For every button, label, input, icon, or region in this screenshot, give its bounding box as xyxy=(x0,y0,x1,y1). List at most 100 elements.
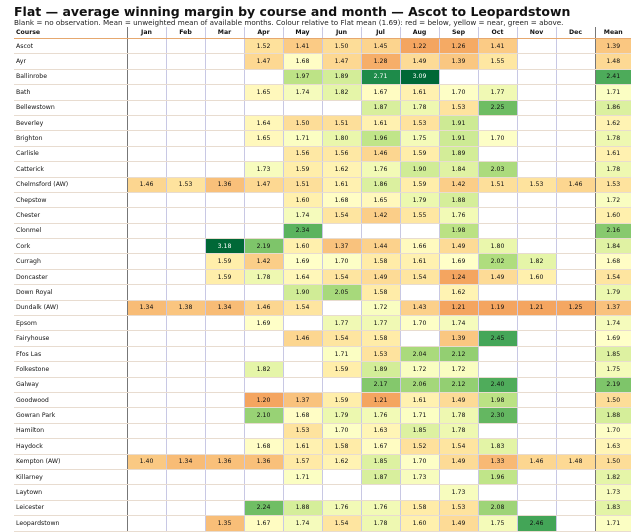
heatmap-cell xyxy=(282,100,322,116)
course-label: Hamilton xyxy=(14,423,127,440)
heatmap-cell xyxy=(516,392,556,409)
heatmap-cell: 1.39 xyxy=(438,330,478,347)
heatmap-cell: 1.77 xyxy=(477,84,517,101)
heatmap-cell: 1.71 xyxy=(282,130,322,147)
heatmap-cell: 2.17 xyxy=(360,377,400,393)
heatmap-cell xyxy=(126,361,166,378)
heatmap-cell: 1.54 xyxy=(321,515,361,532)
mean-cell: 1.82 xyxy=(594,469,631,486)
heatmap-cell: 1.49 xyxy=(438,392,478,409)
heatmap-cell xyxy=(516,192,556,209)
heatmap-cell: 1.51 xyxy=(477,177,517,193)
heatmap-cell: 1.58 xyxy=(360,330,400,347)
course-label: Fairyhouse xyxy=(14,330,127,347)
heatmap-cell: 1.89 xyxy=(321,69,361,86)
heatmap-cell xyxy=(165,484,205,501)
heatmap-cell: 1.68 xyxy=(282,407,322,424)
heatmap-cell xyxy=(165,346,205,363)
course-label: Epsom xyxy=(14,315,127,332)
heatmap-cell xyxy=(555,484,595,501)
heatmap-cell xyxy=(165,192,205,209)
heatmap-cell: 1.65 xyxy=(360,192,400,209)
mean-cell: 1.84 xyxy=(594,238,631,255)
heatmap-cell: 1.69 xyxy=(282,253,322,270)
heatmap-cell xyxy=(165,469,205,486)
heatmap-cell: 1.78 xyxy=(399,100,439,116)
heatmap-cell: 1.46 xyxy=(360,146,400,163)
table-row: Laytown 1.73 1.73 xyxy=(14,484,631,501)
heatmap-cell: 1.66 xyxy=(399,238,439,255)
heatmap-cell: 1.51 xyxy=(282,177,322,193)
column-header-may: May xyxy=(282,27,322,39)
course-label: Cork xyxy=(14,238,127,255)
heatmap-cell: 1.80 xyxy=(477,238,517,255)
heatmap-cell: 1.67 xyxy=(360,438,400,455)
table-row: Leicester 2.24 1.88 1.76 1.76 1.58 1.53 2.08 1.8… xyxy=(14,500,631,517)
mean-cell: 1.88 xyxy=(594,407,631,424)
heatmap-cell: 1.61 xyxy=(282,438,322,455)
heatmap-cell xyxy=(555,115,595,132)
heatmap-cell xyxy=(399,484,439,501)
table-row: Doncaster 1.59 1.78 1.64 1.54 1.49 1.54 1.24 1.4… xyxy=(14,269,631,286)
heatmap-cell xyxy=(204,38,244,55)
table-row: Fairyhouse 1.46 1.54 1.58 1.39 2.45 1.69 xyxy=(14,330,631,347)
column-header-apr: Apr xyxy=(243,27,283,39)
heatmap-cell xyxy=(321,223,361,240)
heatmap-cell xyxy=(165,238,205,255)
heatmap-cell xyxy=(165,361,205,378)
heatmap-cell: 1.28 xyxy=(360,53,400,70)
table-row: Ascot 1.52 1.41 1.50 1.45 1.22 1.26 1.41 1.39 xyxy=(14,38,631,55)
heatmap-cell xyxy=(126,500,166,517)
heatmap-cell xyxy=(555,269,595,286)
heatmap-cell xyxy=(399,330,439,347)
heatmap-cell: 1.82 xyxy=(243,361,283,378)
heatmap-cell xyxy=(126,377,166,393)
heatmap-cell: 1.74 xyxy=(282,515,322,532)
heatmap-cell: 1.73 xyxy=(438,484,478,501)
heatmap-cell xyxy=(204,469,244,486)
heatmap-cell xyxy=(399,223,439,240)
course-label: Haydock xyxy=(14,438,127,455)
heatmap-cell: 1.55 xyxy=(477,53,517,70)
mean-cell: 1.53 xyxy=(594,177,631,193)
heatmap-cell xyxy=(165,115,205,132)
heatmap-cell xyxy=(126,269,166,286)
heatmap-cell: 1.43 xyxy=(399,300,439,317)
heatmap-cell xyxy=(360,223,400,240)
heatmap-cell: 1.46 xyxy=(555,177,595,193)
heatmap-cell: 2.04 xyxy=(399,346,439,363)
heatmap-cell xyxy=(165,84,205,101)
heatmap-cell xyxy=(126,423,166,440)
course-label: Ballinrobe xyxy=(14,69,127,86)
heatmap-cell: 2.30 xyxy=(477,407,517,424)
heatmap-cell xyxy=(204,377,244,393)
mean-cell: 1.61 xyxy=(594,146,631,163)
heatmap-cell: 1.59 xyxy=(399,177,439,193)
heatmap-cell: 1.61 xyxy=(399,392,439,409)
heatmap-cell xyxy=(516,330,556,347)
table-row: Bath 1.65 1.74 1.82 1.67 1.61 1.70 1.77 1.71 xyxy=(14,84,631,101)
heatmap-cell xyxy=(126,100,166,116)
heatmap-cell: 1.54 xyxy=(321,269,361,286)
heatmap-cell: 1.85 xyxy=(360,454,400,470)
table-row: Haydock 1.68 1.61 1.58 1.67 1.52 1.54 1.83 1.63 xyxy=(14,438,631,455)
heatmap-cell xyxy=(165,161,205,178)
heatmap-cell: 1.71 xyxy=(399,407,439,424)
heatmap-cell: 1.98 xyxy=(477,392,517,409)
heatmap-cell xyxy=(360,484,400,501)
column-header-course: Course xyxy=(14,27,127,39)
heatmap-cell: 1.80 xyxy=(321,130,361,147)
heatmap-cell xyxy=(477,192,517,209)
heatmap-cell: 1.61 xyxy=(399,253,439,270)
course-label: Ayr xyxy=(14,53,127,70)
heatmap-cell: 1.53 xyxy=(438,100,478,116)
heatmap-cell: 1.35 xyxy=(204,515,244,532)
heatmap-cell: 1.53 xyxy=(438,500,478,517)
heatmap-cell xyxy=(477,284,517,301)
heatmap-cell: 2.19 xyxy=(243,238,283,255)
heatmap-cell: 1.58 xyxy=(360,284,400,301)
mean-cell: 1.37 xyxy=(594,300,631,317)
heatmap-cell: 1.46 xyxy=(282,330,322,347)
table-row: Clonmel 2.34 1.98 2.16 xyxy=(14,223,631,240)
heatmap-cell xyxy=(555,469,595,486)
